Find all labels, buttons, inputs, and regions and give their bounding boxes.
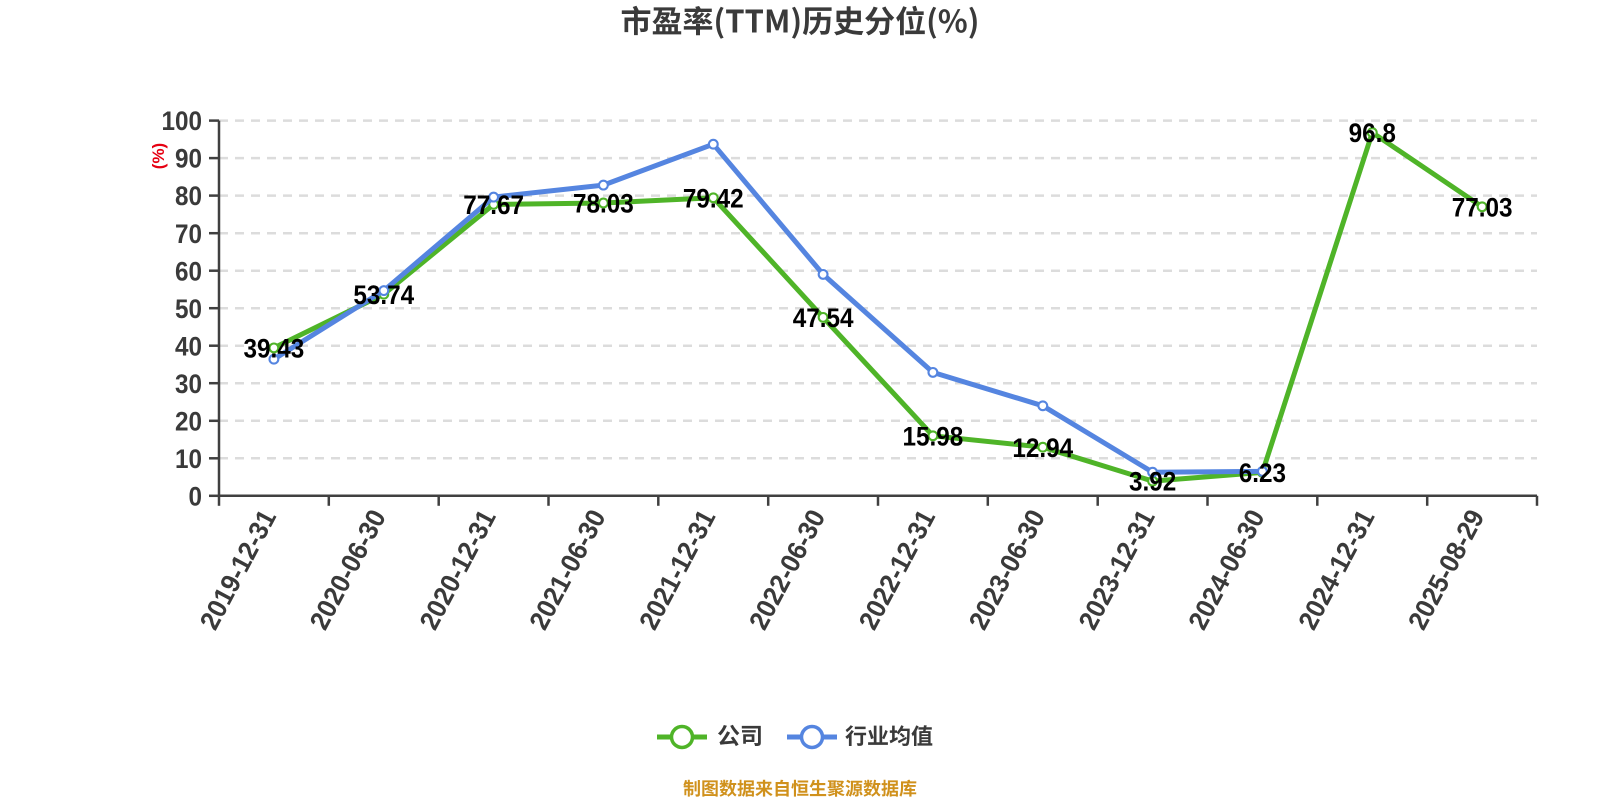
y-tick-label-20: 20 — [175, 406, 202, 436]
x-tick-label-2020-12-31: 2020-12-31 — [414, 505, 502, 635]
data-point-marker — [268, 342, 280, 354]
data-point-marker — [1476, 201, 1488, 213]
y-axis-name: (%) — [149, 143, 168, 169]
series-company — [268, 127, 1488, 487]
point-label: 15.98 — [903, 421, 964, 451]
chart-title-glyphs — [621, 5, 977, 39]
y-tick-label-10: 10 — [175, 444, 202, 474]
data-point-marker — [1147, 466, 1159, 478]
x-tick-label-2023-06-30: 2023-06-30 — [963, 505, 1051, 635]
x-tick-label-2024-12-31: 2024-12-31 — [1293, 505, 1381, 635]
axes — [209, 119, 1539, 506]
data-point-marker — [1037, 400, 1049, 412]
legend-item-company[interactable] — [657, 724, 761, 750]
legend-label-industry — [845, 725, 933, 746]
point-label: 79.42 — [683, 183, 744, 213]
y-tick-label-100: 100 — [162, 106, 203, 136]
data-point-marker — [488, 191, 500, 203]
data-point-marker — [1037, 441, 1049, 453]
data-point-marker — [707, 138, 719, 150]
series-line — [271, 130, 1485, 484]
y-axis-tick-labels: 0 10 20 30 40 50 60 70 80 90 100 — [162, 106, 203, 511]
data-point-marker — [707, 192, 719, 204]
data-point-marker — [1366, 127, 1378, 139]
point-label: 77.67 — [463, 190, 524, 220]
point-label: 53.74 — [353, 280, 414, 310]
series-lines — [268, 127, 1488, 487]
gridlines — [219, 119, 1537, 460]
y-tick-label-30: 30 — [175, 369, 202, 399]
x-tick-label-2022-12-31: 2022-12-31 — [853, 505, 941, 635]
x-tick-label-2019-12-31: 2019-12-31 — [194, 505, 282, 635]
x-tick-label-2023-12-31: 2023-12-31 — [1073, 505, 1161, 635]
data-point-marker — [597, 197, 609, 209]
series-industry-average — [268, 138, 1268, 478]
x-tick-label-2022-06-30: 2022-06-30 — [743, 505, 831, 635]
y-tick-label-90: 90 — [175, 144, 202, 174]
chart-title — [621, 5, 977, 39]
series-line — [271, 141, 1265, 475]
point-label: 47.54 — [793, 303, 854, 333]
y-tick-label-70: 70 — [175, 219, 202, 249]
x-tick-label-2021-12-31: 2021-12-31 — [633, 505, 721, 635]
y-tick-label-80: 80 — [175, 181, 202, 211]
data-point-labels: 39.43 53.74 77.67 78.03 79.42 47.54 15.98 12.94… — [244, 118, 1513, 497]
y-tick-label-40: 40 — [175, 331, 202, 361]
y-tick-label-50: 50 — [175, 294, 202, 324]
x-tick-label-2021-06-30: 2021-06-30 — [524, 505, 612, 635]
data-point-marker — [927, 366, 939, 378]
x-tick-label-2020-06-30: 2020-06-30 — [304, 505, 392, 635]
point-label: 3.92 — [1129, 467, 1176, 497]
data-point-marker — [378, 285, 390, 297]
source-note-glyphs — [683, 779, 917, 797]
point-label: 6.23 — [1239, 458, 1286, 488]
legend-marker-company — [669, 724, 695, 750]
data-point-marker — [927, 430, 939, 442]
point-label: 78.03 — [573, 189, 634, 219]
point-label: 39.43 — [244, 334, 305, 364]
legend-item-industry-average[interactable] — [787, 724, 933, 750]
y-tick-label-0: 0 — [189, 481, 203, 511]
source-note — [683, 779, 917, 797]
y-tick-label-60: 60 — [175, 256, 202, 286]
data-point-marker — [268, 353, 280, 365]
x-tick-label-2024-06-30: 2024-06-30 — [1183, 505, 1271, 635]
legend-label-company-glyphs — [717, 724, 761, 747]
legend-marker-industry — [799, 724, 825, 750]
data-point-marker — [597, 179, 609, 191]
x-axis-tick-labels: 2019-12-31 2020-06-30 2020-12-31 2021-06-30… — [194, 505, 1490, 635]
data-point-marker — [1256, 465, 1268, 477]
point-label: 96.8 — [1349, 118, 1396, 148]
legend-label-company — [717, 724, 761, 747]
x-tick-label-2025-08-29: 2025-08-29 — [1402, 505, 1490, 635]
legend — [657, 724, 933, 750]
point-label: 12.94 — [1012, 433, 1073, 463]
data-point-marker — [817, 268, 829, 280]
data-point-marker — [817, 311, 829, 323]
point-label: 77.03 — [1452, 192, 1513, 222]
legend-label-industry-glyphs — [845, 725, 933, 746]
